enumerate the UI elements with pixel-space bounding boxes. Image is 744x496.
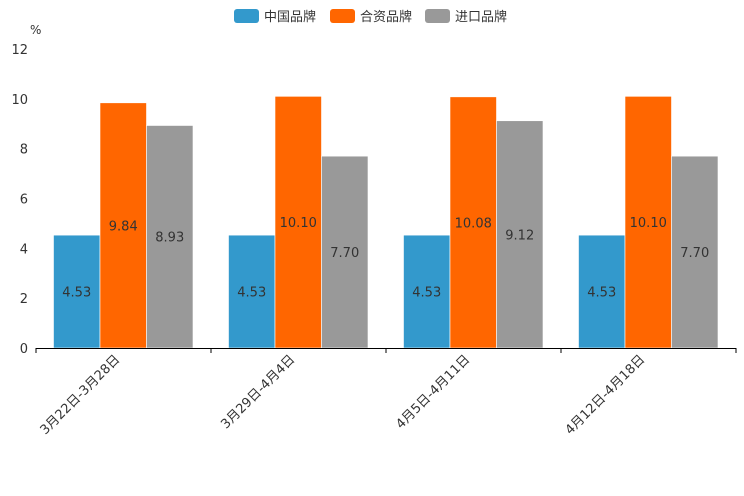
x-tick-label: 4月5日-4月11日 — [393, 352, 473, 432]
data-label: 7.70 — [680, 246, 709, 261]
data-label: 9.84 — [109, 219, 138, 234]
x-axis: 3月22日-3月28日 3月29日-4月4日 4月5日-4月11日 4月12日-4月1… — [35, 348, 737, 438]
y-axis: 0 2 4 6 8 10 12 — [11, 43, 28, 357]
bar[interactable] — [228, 234, 276, 349]
bar[interactable] — [146, 125, 194, 349]
legend-swatch-1[interactable] — [234, 9, 259, 23]
data-label: 4.53 — [412, 286, 441, 301]
bar[interactable] — [578, 234, 626, 349]
legend-label-3[interactable]: 进口品牌 — [455, 9, 507, 25]
bar[interactable] — [53, 234, 101, 349]
y-axis-unit-label: % — [30, 23, 41, 37]
bar[interactable] — [321, 155, 369, 349]
y-tick-label: 8 — [20, 143, 28, 158]
data-labels: 4.53 9.84 8.93 4.53 10.10 7.70 4.53 10.08 9.12 4.… — [62, 216, 709, 300]
legend-label-1[interactable]: 中国品牌 — [264, 9, 316, 25]
y-tick-label: 6 — [20, 193, 28, 208]
bar[interactable] — [449, 96, 497, 349]
legend: 中国品牌 合资品牌 进口品牌 — [234, 9, 507, 25]
data-label: 10.10 — [280, 216, 317, 231]
data-label: 8.93 — [155, 231, 184, 246]
legend-label-2[interactable]: 合资品牌 — [360, 9, 412, 25]
bar[interactable] — [99, 102, 147, 349]
legend-swatch-2[interactable] — [330, 9, 355, 23]
data-label: 4.53 — [62, 286, 91, 301]
legend-swatch-3[interactable] — [425, 9, 450, 23]
y-tick-label: 12 — [11, 43, 28, 58]
data-label: 9.12 — [505, 228, 534, 243]
y-tick-label: 10 — [11, 93, 28, 108]
y-tick-label: 4 — [20, 242, 28, 257]
data-label: 4.53 — [587, 286, 616, 301]
y-tick-label: 2 — [20, 292, 28, 307]
bar[interactable] — [274, 96, 322, 349]
x-tick-label: 3月29日-4月4日 — [218, 352, 298, 432]
data-label: 7.70 — [330, 246, 359, 261]
x-tick-label: 4月12日-4月18日 — [563, 352, 649, 438]
bar[interactable] — [671, 155, 719, 349]
data-label: 10.10 — [630, 216, 667, 231]
y-tick-label: 0 — [20, 342, 28, 357]
x-tick-label: 3月22日-3月28日 — [38, 352, 124, 438]
data-label: 10.08 — [455, 216, 492, 231]
bars — [53, 96, 719, 349]
data-label: 4.53 — [237, 286, 266, 301]
